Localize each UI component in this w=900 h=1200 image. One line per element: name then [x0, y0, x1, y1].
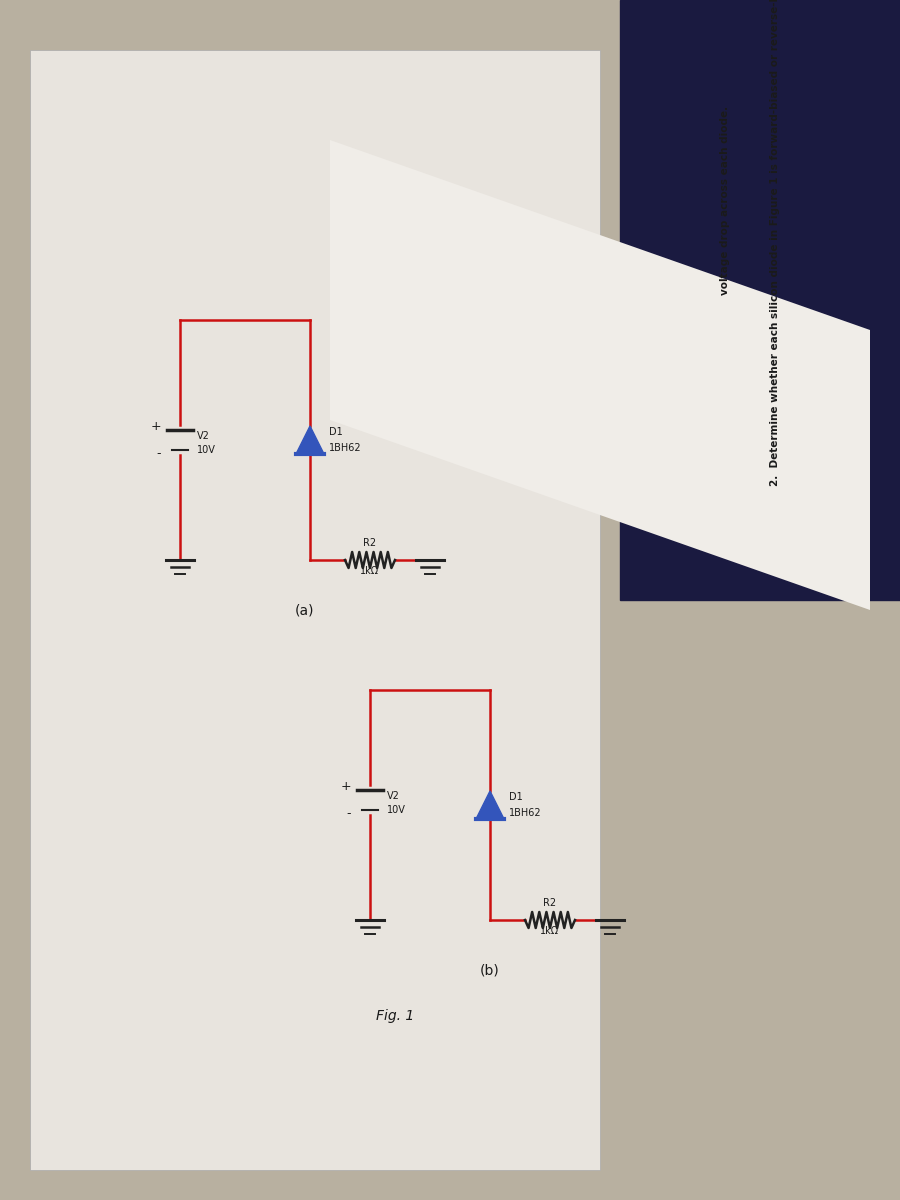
Text: 1kΩ: 1kΩ	[540, 926, 560, 936]
Text: 10V: 10V	[387, 805, 406, 815]
Polygon shape	[30, 50, 600, 1170]
Text: R2: R2	[544, 898, 556, 908]
Text: (a): (a)	[295, 604, 315, 618]
Text: +: +	[340, 780, 351, 792]
Polygon shape	[296, 426, 324, 454]
Polygon shape	[476, 791, 504, 818]
Text: -: -	[157, 448, 161, 461]
Text: V2: V2	[197, 431, 210, 440]
Text: D1: D1	[329, 427, 343, 437]
Text: +: +	[150, 420, 161, 432]
Text: 1BH62: 1BH62	[509, 808, 542, 818]
Text: 2.  Determine whether each silicon diode in Figure 1 is forward-biased or revers: 2. Determine whether each silicon diode …	[770, 0, 780, 486]
Polygon shape	[330, 140, 870, 610]
Text: 1kΩ: 1kΩ	[360, 566, 380, 576]
Text: R2: R2	[364, 538, 376, 548]
Text: -: -	[346, 808, 351, 821]
Text: V2: V2	[387, 791, 400, 802]
Text: voltage drop across each diode.: voltage drop across each diode.	[720, 106, 730, 294]
Text: D1: D1	[509, 792, 523, 802]
Text: Fig. 1: Fig. 1	[376, 1009, 414, 1022]
Bar	[620, 0, 900, 600]
Text: 10V: 10V	[197, 445, 216, 455]
Text: (b): (b)	[480, 964, 500, 978]
Text: 1BH62: 1BH62	[329, 443, 362, 452]
